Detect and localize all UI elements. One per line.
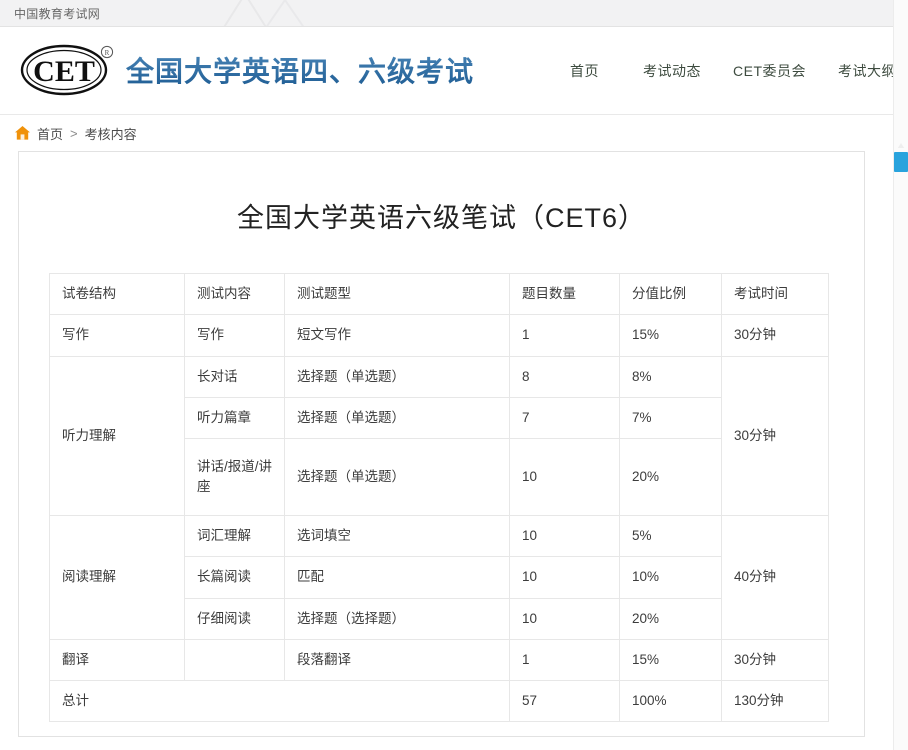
cell-content-writing: 写作 <box>184 314 285 357</box>
cell-type-listening-2: 选择题（单选题） <box>284 396 510 440</box>
th-time: 考试时间 <box>721 272 829 316</box>
main-navigation: 首页 考试动态 CET委员会 考试大纲 <box>554 27 908 115</box>
cell-content-reading-3: 仔细阅读 <box>184 597 285 640</box>
exam-structure-table-wrapper: 试卷结构 测试内容 测试题型 题目数量 分值比例 考试时间 写作 写作 短文写作… <box>19 235 864 723</box>
cell-count-listening-3: 10 <box>509 438 620 516</box>
breadcrumb: 首页 > 考核内容 <box>0 115 908 151</box>
cell-ratio-reading-2: 10% <box>619 556 722 599</box>
table-row: 阅读理解 词汇理解 选词填空 10 5% 40分钟 <box>49 514 829 640</box>
table-row: 翻译 段落翻译 1 15% 30分钟 <box>49 638 829 682</box>
cell-total-count: 57 <box>509 679 620 723</box>
cell-type-translation: 段落翻译 <box>284 638 510 682</box>
cell-type-listening-3: 选择题（单选题） <box>284 438 510 516</box>
cell-total-ratio: 100% <box>619 679 722 723</box>
th-count: 题目数量 <box>509 272 620 316</box>
th-type: 测试题型 <box>284 272 510 316</box>
cell-content-listening-3: 讲话/报道/讲座 <box>184 438 285 516</box>
svg-text:R: R <box>105 49 110 57</box>
cell-content-reading-1: 词汇理解 <box>184 514 285 558</box>
cet-logo-icon: CET <box>20 44 108 96</box>
cell-content-listening-2: 听力篇章 <box>184 396 285 440</box>
cell-time-listening: 30分钟 <box>721 355 829 516</box>
exam-structure-table: 试卷结构 测试内容 测试题型 题目数量 分值比例 考试时间 写作 写作 短文写作… <box>49 272 829 723</box>
cell-content-reading-2: 长篇阅读 <box>184 556 285 599</box>
cell-time-reading: 40分钟 <box>721 515 829 640</box>
scroll-up-arrow-icon[interactable] <box>897 142 905 150</box>
cell-structure-translation: 翻译 <box>49 638 185 682</box>
th-content: 测试内容 <box>184 272 285 316</box>
cell-ratio-reading-1: 5% <box>619 514 722 558</box>
top-utility-bar: 中国教育考试网 <box>0 0 908 27</box>
cell-structure-reading: 阅读理解 <box>49 515 185 640</box>
table-row: 长篇阅读 匹配 10 10% <box>50 556 829 599</box>
cell-type-writing: 短文写作 <box>284 314 510 357</box>
cell-ratio-listening-1: 8% <box>619 355 722 398</box>
nav-item-exam-news[interactable]: 考试动态 <box>643 63 701 79</box>
cell-count-listening-2: 7 <box>509 396 620 440</box>
cell-ratio-translation: 15% <box>619 638 722 682</box>
brand-block[interactable]: CET R 全国大学英语四、六级考试 <box>20 41 474 99</box>
cell-ratio-reading-3: 20% <box>619 597 722 640</box>
cell-count-translation: 1 <box>509 638 620 682</box>
brand-title: 全国大学英语四、六级考试 <box>126 50 474 90</box>
table-row: 听力篇章 选择题（单选题） 7 7% <box>50 396 829 440</box>
cell-count-listening-1: 8 <box>509 355 620 398</box>
cell-time-writing: 30分钟 <box>721 314 829 357</box>
cell-total-label: 总计 <box>49 679 510 723</box>
cell-type-reading-3: 选择题（选择题） <box>284 597 510 640</box>
table-total-row: 总计 57 100% 130分钟 <box>49 679 829 723</box>
cell-structure-writing: 写作 <box>49 314 185 357</box>
cell-time-translation: 30分钟 <box>721 638 829 682</box>
site-name: 中国教育考试网 <box>14 7 101 21</box>
site-header: CET R 全国大学英语四、六级考试 首页 考试动态 CET委员会 考试大纲 <box>0 27 908 115</box>
table-row: 讲话/报道/讲座 选择题（单选题） 10 20% <box>50 438 829 516</box>
cell-count-reading-2: 10 <box>509 556 620 599</box>
cell-count-reading-1: 10 <box>509 514 620 558</box>
table-row: 写作 写作 短文写作 1 15% 30分钟 <box>49 314 829 357</box>
breadcrumb-home-link[interactable]: 首页 <box>37 126 64 142</box>
nav-item-cet-committee[interactable]: CET委员会 <box>733 63 806 79</box>
cell-ratio-listening-2: 7% <box>619 396 722 440</box>
cell-type-reading-1: 选词填空 <box>284 514 510 558</box>
cell-total-time: 130分钟 <box>721 679 829 723</box>
page-title: 全国大学英语六级笔试（CET6） <box>236 203 646 233</box>
cell-type-reading-2: 匹配 <box>284 556 510 599</box>
cell-structure-listening: 听力理解 <box>49 355 185 516</box>
cell-count-reading-3: 10 <box>509 597 620 640</box>
page-scrollbar[interactable] <box>893 0 908 750</box>
home-icon[interactable] <box>14 125 31 141</box>
nav-item-exam-syllabus[interactable]: 考试大纲 <box>838 63 896 79</box>
scrollbar-thumb[interactable] <box>894 152 908 172</box>
th-structure: 试卷结构 <box>49 272 185 316</box>
breadcrumb-current: 考核内容 <box>84 126 137 142</box>
cell-count-writing: 1 <box>509 314 620 357</box>
cell-type-listening-1: 选择题（单选题） <box>284 355 510 398</box>
breadcrumb-separator: > <box>70 125 78 141</box>
table-header-row: 试卷结构 测试内容 测试题型 题目数量 分值比例 考试时间 <box>49 272 829 316</box>
th-ratio: 分值比例 <box>619 272 722 316</box>
cell-content-translation <box>184 638 285 682</box>
nav-item-home[interactable]: 首页 <box>570 63 599 79</box>
cet-logo-text: CET <box>33 55 95 88</box>
cell-content-listening-1: 长对话 <box>184 355 285 398</box>
cet-logo[interactable]: CET R <box>20 41 116 99</box>
watermark-decoration <box>223 0 305 26</box>
content-panel: 全国大学英语六级笔试（CET6） 试卷结构 测试内容 测试题型 题目数量 分值比… <box>18 151 865 737</box>
cell-ratio-listening-3: 20% <box>619 438 722 516</box>
cell-ratio-writing: 15% <box>619 314 722 357</box>
registered-mark-icon: R <box>100 45 114 59</box>
table-row: 听力理解 长对话 选择题（单选题） 8 8% 30分钟 <box>49 355 829 516</box>
